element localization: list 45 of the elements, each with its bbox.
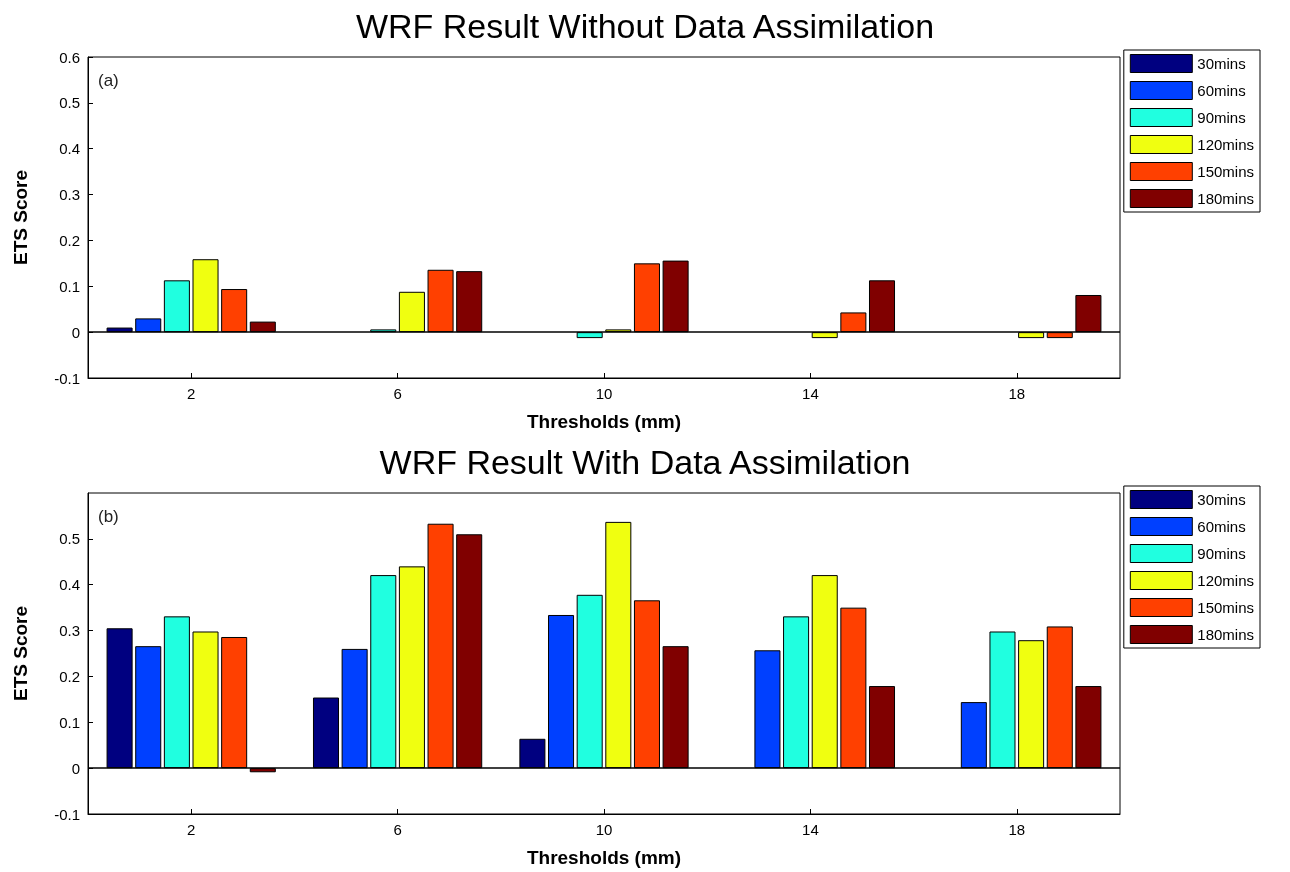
chart-title: WRF Result With Data Assimilation <box>379 443 911 481</box>
annotation: (b) <box>98 507 119 526</box>
legend-label: 120mins <box>1197 136 1255 153</box>
y-tick-label: 0.2 <box>59 231 80 249</box>
x-tick-label: 6 <box>393 821 402 838</box>
y-tick-label: 0.1 <box>59 713 80 731</box>
x-tick-label: 10 <box>595 821 613 838</box>
y-tick-label: 0.3 <box>59 622 80 640</box>
x-tick-label: 2 <box>187 385 196 402</box>
y-tick-label: 0.4 <box>59 140 80 158</box>
legend-label: 30mins <box>1197 55 1246 72</box>
y-tick-label: 0.5 <box>59 94 80 112</box>
legend-label: 180mins <box>1197 190 1255 207</box>
y-axis-title: ETS Score <box>10 605 31 702</box>
legend-label: 30mins <box>1197 491 1246 508</box>
y-tick-label: 0.4 <box>59 576 80 594</box>
x-tick-label: 18 <box>1008 821 1026 838</box>
x-axis-title: Thresholds (mm) <box>526 847 682 868</box>
y-tick-label: 0.3 <box>59 186 80 204</box>
y-tick-label: 0 <box>71 323 80 341</box>
x-axis-title: Thresholds (mm) <box>526 411 682 432</box>
y-tick-label: 0.5 <box>59 530 80 548</box>
x-tick-label: 14 <box>802 385 819 402</box>
legend-label: 90mins <box>1197 109 1246 126</box>
x-tick-label: 14 <box>802 821 819 838</box>
legend-label: 90mins <box>1197 545 1246 562</box>
y-tick-label: -0.1 <box>54 369 80 387</box>
y-tick-label: 0.1 <box>59 277 80 295</box>
x-tick-label: 2 <box>187 821 196 838</box>
legend-label: 60mins <box>1197 518 1246 535</box>
x-tick-label: 10 <box>595 385 613 402</box>
y-tick-label: 0 <box>71 759 80 777</box>
y-tick-label: -0.1 <box>54 805 80 823</box>
annotation: (a) <box>98 71 119 90</box>
chart-title: WRF Result Without Data Assimilation <box>355 7 935 45</box>
legend-label: 180mins <box>1197 626 1255 643</box>
y-axis-title: ETS Score <box>10 169 31 266</box>
y-tick-label: 0.2 <box>59 667 80 685</box>
legend-label: 60mins <box>1197 82 1246 99</box>
legend-label: 150mins <box>1197 163 1255 180</box>
legend-label: 120mins <box>1197 572 1255 589</box>
x-tick-label: 18 <box>1008 385 1026 402</box>
y-tick-label: 0.6 <box>59 48 80 66</box>
x-tick-label: 6 <box>393 385 402 402</box>
legend-label: 150mins <box>1197 599 1255 616</box>
